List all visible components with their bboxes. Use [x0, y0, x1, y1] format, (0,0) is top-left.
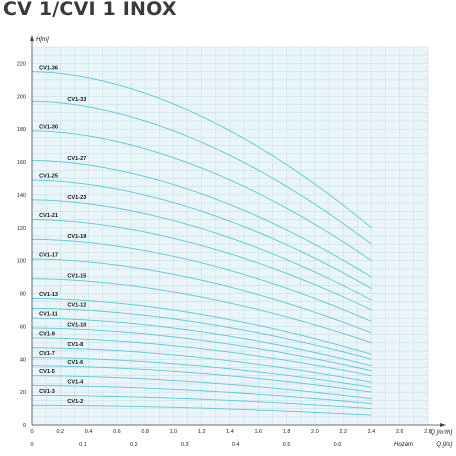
y-axis-arrow — [30, 35, 34, 41]
curve-cv1-15 — [31, 278, 372, 344]
curve-cv1-19 — [31, 238, 372, 322]
curve-cv1-5 — [31, 375, 372, 400]
curve-cv1-9 — [31, 337, 372, 377]
y-tick-label: 120 — [17, 226, 26, 232]
x2-tick-label: 0.4 — [232, 442, 240, 448]
y-tick-label: 220 — [17, 61, 26, 67]
curve-cv1-17 — [31, 258, 372, 334]
curve-label-cv1-15: CV1-15 — [67, 273, 86, 279]
curve-label-cv1-6: CV1-6 — [67, 360, 83, 366]
x-axis-label: Q [m³/h] — [430, 430, 452, 436]
curve-cv1-7 — [31, 357, 372, 388]
x-tick-label: 2.4 — [368, 429, 376, 435]
curve-cv1-27 — [31, 159, 372, 278]
curve-label-cv1-17: CV1-17 — [39, 253, 58, 259]
curve-label-cv1-4: CV1-4 — [67, 379, 84, 385]
curve-label-cv1-2: CV1-2 — [67, 399, 83, 405]
x2-tick-label: 0.1 — [79, 442, 87, 448]
x2-axis-label: Q [l/s] — [436, 442, 452, 448]
curve-cv1-6 — [31, 365, 372, 393]
curve-cv1-13 — [31, 298, 372, 355]
curve-cv1-30 — [31, 130, 372, 262]
x-axis-arrow — [440, 423, 446, 427]
x-tick-label: 2.0 — [311, 429, 319, 435]
curve-cv1-11 — [31, 317, 372, 367]
curve-group — [31, 71, 372, 416]
y-tick-label: 140 — [17, 193, 26, 199]
curve-cv1-12 — [31, 307, 372, 360]
y-tick-label: 160 — [17, 160, 26, 166]
curve-cv1-2 — [32, 404, 372, 416]
curve-cv1-8 — [31, 347, 372, 383]
curve-label-cv1-7: CV1-7 — [39, 351, 55, 357]
curve-cv1-33 — [31, 100, 372, 245]
x2-tick-label: 0.3 — [181, 442, 189, 448]
tick-labels: 0 20 40 60 80 100 120 140 160 180 200 220 0 0.2 0.4 0.6… — [17, 37, 453, 448]
curve-cv1-10 — [31, 327, 372, 372]
x-tick-label: 0 — [30, 429, 33, 435]
curve-label-cv1-9: CV1-9 — [39, 331, 55, 337]
curve-cv1-3 — [31, 394, 372, 410]
curve-label-cv1-21: CV1-21 — [39, 213, 58, 219]
curve-label-cv1-3: CV1-3 — [39, 389, 55, 395]
y-tick-label: 0 — [23, 423, 26, 429]
x-tick-label: 1.6 — [254, 429, 262, 435]
x2-tick-label: 0.5 — [283, 442, 291, 448]
curve-label-cv1-11: CV1-11 — [39, 312, 58, 318]
curve-cv1-25 — [31, 179, 372, 289]
x-tick-label: 1.8 — [283, 429, 291, 435]
curve-cv1-36 — [31, 71, 372, 229]
curve-cv1-4 — [31, 385, 372, 405]
curve-label-cv1-23: CV1-23 — [67, 195, 86, 201]
curve-label-cv1-5: CV1-5 — [39, 369, 55, 375]
x-tick-label: 0.4 — [85, 429, 93, 435]
y-tick-label: 180 — [17, 127, 26, 133]
curve-cv1-23 — [31, 199, 372, 301]
curve-label-group: CV1-36 CV1-33 CV1-30 CV1-27 CV1-25 CV1-23 CV1-… — [39, 65, 86, 405]
x-tick-label: 2.2 — [339, 429, 347, 435]
y-tick-label: 200 — [17, 94, 26, 100]
y-tick-label: 60 — [20, 324, 26, 330]
x-tick-label: 0.8 — [141, 429, 149, 435]
curve-label-cv1-33: CV1-33 — [67, 97, 86, 103]
x-tick-label: 0.6 — [113, 429, 121, 435]
x-tick-label: 1.4 — [226, 429, 234, 435]
curve-label-cv1-10: CV1-10 — [67, 322, 86, 328]
axes — [30, 35, 446, 427]
curve-label-cv1-19: CV1-19 — [67, 234, 86, 240]
curve-label-cv1-27: CV1-27 — [67, 156, 86, 162]
x-tick-label: 1.2 — [198, 429, 206, 435]
x-tick-label: 2.6 — [396, 429, 404, 435]
x-tick-label: 1.0 — [170, 429, 178, 435]
x2-axis-prefix: Hozam — [394, 442, 413, 448]
y-tick-label: 40 — [20, 357, 26, 363]
y-tick-label: 100 — [17, 259, 26, 265]
curve-label-cv1-25: CV1-25 — [39, 174, 58, 180]
y-axis-label: H[m] — [36, 37, 49, 43]
x2-tick-label: 0.6 — [334, 442, 342, 448]
curve-label-cv1-13: CV1-13 — [39, 292, 58, 298]
curve-label-cv1-12: CV1-12 — [67, 303, 86, 309]
x2-tick-label: 0 — [30, 442, 33, 448]
y-tick-label: 20 — [20, 390, 26, 396]
curve-label-cv1-8: CV1-8 — [67, 342, 83, 348]
x2-tick-label: 0.2 — [130, 442, 138, 448]
curve-cv1-21 — [31, 219, 372, 311]
y-tick-label: 80 — [20, 292, 26, 298]
curve-label-cv1-36: CV1-36 — [39, 65, 58, 71]
page-title: CV 1/CVI 1 INOX — [3, 0, 177, 20]
curve-label-cv1-30: CV1-30 — [39, 124, 58, 130]
x-tick-label: 0.2 — [56, 429, 64, 435]
x-tick-label: 2.8 — [424, 429, 432, 435]
